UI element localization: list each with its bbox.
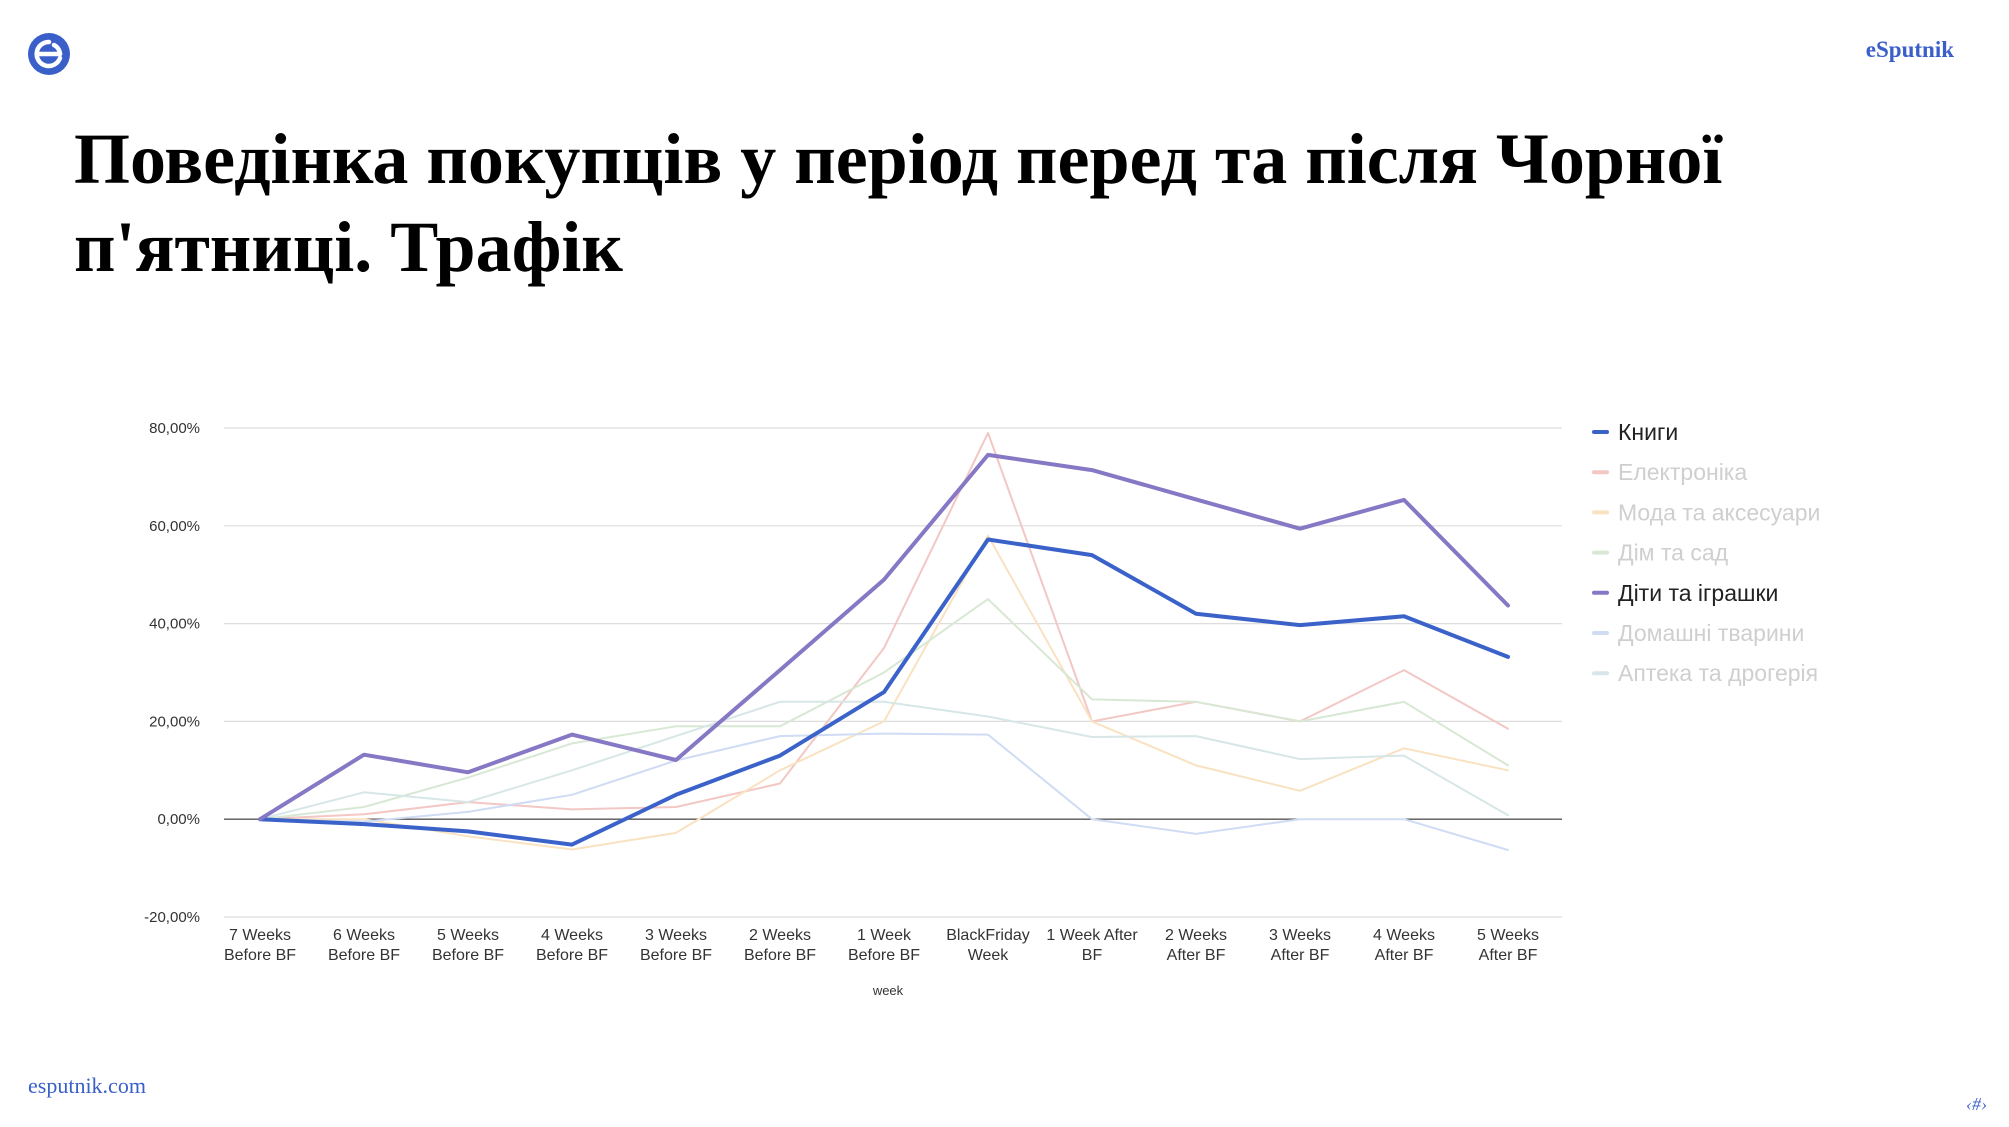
- legend-label: Мода та аксесуари: [1618, 499, 1820, 525]
- legend-label: Електроніка: [1618, 459, 1747, 485]
- legend-label: Дім та сад: [1618, 540, 1729, 566]
- page-number: ‹#›: [1966, 1094, 1987, 1114]
- x-tick-label: After BF: [1375, 947, 1434, 964]
- series-line-Домашні тварини: [259, 732, 1509, 851]
- x-tick-label: 6 Weeks: [333, 927, 395, 944]
- x-tick-label: After BF: [1479, 947, 1538, 964]
- x-tick-label: Before BF: [328, 947, 400, 964]
- esputnik-logo-icon: [28, 33, 70, 75]
- legend-label: Аптека та дрогерія: [1618, 660, 1818, 686]
- y-tick-label: 60,00%: [149, 518, 200, 535]
- series-line-Мода та аксесуари: [259, 534, 1509, 851]
- x-tick-label: Before BF: [848, 947, 920, 964]
- x-tick-label: 2 Weeks: [749, 927, 811, 944]
- x-tick-label: After BF: [1167, 947, 1226, 964]
- x-tick-label: BF: [1082, 947, 1103, 964]
- x-tick-label: 1 Week: [857, 927, 912, 944]
- brand-name: eSputnik: [1865, 37, 1954, 62]
- x-tick-label: Week: [968, 947, 1010, 964]
- y-tick-label: -20,00%: [144, 909, 200, 926]
- x-tick-label: Before BF: [744, 947, 816, 964]
- x-tick-label: BlackFriday: [946, 927, 1030, 944]
- x-tick-label: 5 Weeks: [437, 927, 499, 944]
- x-tick-label: 3 Weeks: [1269, 927, 1331, 944]
- legend-label: Книги: [1618, 419, 1678, 445]
- x-axis-title: week: [872, 983, 904, 998]
- y-tick-label: 40,00%: [149, 616, 200, 633]
- x-tick-label: 3 Weeks: [645, 927, 707, 944]
- x-tick-label: Before BF: [640, 947, 712, 964]
- y-tick-label: 0,00%: [157, 811, 200, 828]
- legend-label: Діти та іграшки: [1618, 580, 1778, 606]
- x-tick-label: 4 Weeks: [541, 927, 603, 944]
- x-tick-label: 1 Week After: [1046, 927, 1138, 944]
- x-tick-label: 7 Weeks: [229, 927, 291, 944]
- series-line-Аптека та дрогерія: [259, 700, 1509, 821]
- x-tick-label: Before BF: [224, 947, 296, 964]
- series-line-Електроніка: [259, 431, 1509, 821]
- y-tick-label: 80,00%: [149, 420, 200, 437]
- series-line-Дім та сад: [259, 598, 1509, 821]
- x-tick-label: Before BF: [536, 947, 608, 964]
- x-tick-label: 2 Weeks: [1165, 927, 1227, 944]
- x-tick-label: 4 Weeks: [1373, 927, 1435, 944]
- footer-url[interactable]: esputnik.com: [28, 1073, 146, 1098]
- page-title: Поведінка покупців у період перед та піс…: [74, 119, 1723, 287]
- series-line-Книги: [258, 537, 1510, 847]
- series-line-Діти та іграшки: [258, 452, 1510, 822]
- x-tick-label: Before BF: [432, 947, 504, 964]
- y-tick-label: 20,00%: [149, 713, 200, 730]
- x-tick-label: After BF: [1271, 947, 1330, 964]
- legend-label: Домашні тварини: [1618, 620, 1804, 646]
- x-tick-label: 5 Weeks: [1477, 927, 1539, 944]
